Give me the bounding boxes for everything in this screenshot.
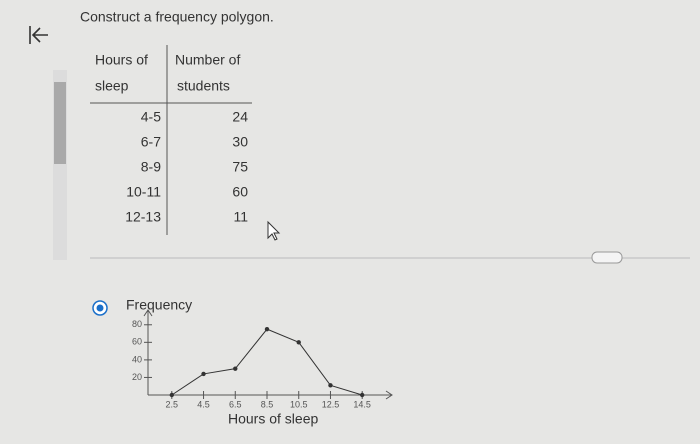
row-label: 12-13 — [125, 209, 161, 225]
column-header: students — [177, 78, 230, 94]
x-tick-label: 8.5 — [261, 399, 274, 409]
x-tick-label: 10.5 — [290, 399, 308, 409]
cursor — [267, 220, 281, 241]
row-value: 30 — [232, 134, 248, 150]
point — [233, 366, 238, 371]
column-header: Number of — [175, 52, 240, 68]
row-value: 24 — [232, 109, 248, 125]
y-tick-label: 20 — [132, 372, 142, 382]
polygon-line — [171, 328, 363, 396]
point — [360, 392, 365, 398]
row-value: 11 — [233, 209, 248, 225]
row-value: 60 — [232, 184, 248, 200]
row-label: 6-7 — [141, 134, 161, 150]
radio-dot — [96, 304, 104, 312]
point — [264, 326, 270, 332]
y-tick-label: 80 — [132, 319, 142, 329]
x-tick-label: 4.5 — [197, 399, 210, 409]
point — [328, 383, 333, 388]
y-tick-label: 40 — [132, 354, 142, 364]
point — [201, 371, 206, 377]
column-header: Hours of — [95, 52, 148, 68]
row-label: 10-11 — [126, 184, 161, 200]
row-value: 75 — [232, 159, 248, 175]
y-axis-label: Frequency — [126, 297, 192, 313]
y-tick-label: 60 — [132, 337, 142, 347]
point — [296, 340, 301, 345]
scrollbar[interactable] — [54, 82, 66, 164]
x-axis-label: Hours of sleep — [228, 411, 318, 427]
x-tick-label: 12.5 — [322, 399, 340, 409]
y-axis — [143, 309, 153, 395]
column-header: sleep — [95, 78, 129, 94]
more-button[interactable] — [591, 251, 623, 264]
row-label: 8-9 — [141, 159, 161, 175]
back-icon[interactable] — [29, 26, 48, 44]
row-label: 4-5 — [141, 109, 161, 125]
point — [169, 392, 174, 398]
x-tick-label: 2.5 — [166, 399, 179, 409]
x-tick-label: 6.5 — [229, 399, 242, 409]
x-axis — [148, 390, 393, 400]
x-tick-label: 14.5 — [353, 399, 371, 409]
title: Construct a frequency polygon. — [80, 9, 274, 25]
